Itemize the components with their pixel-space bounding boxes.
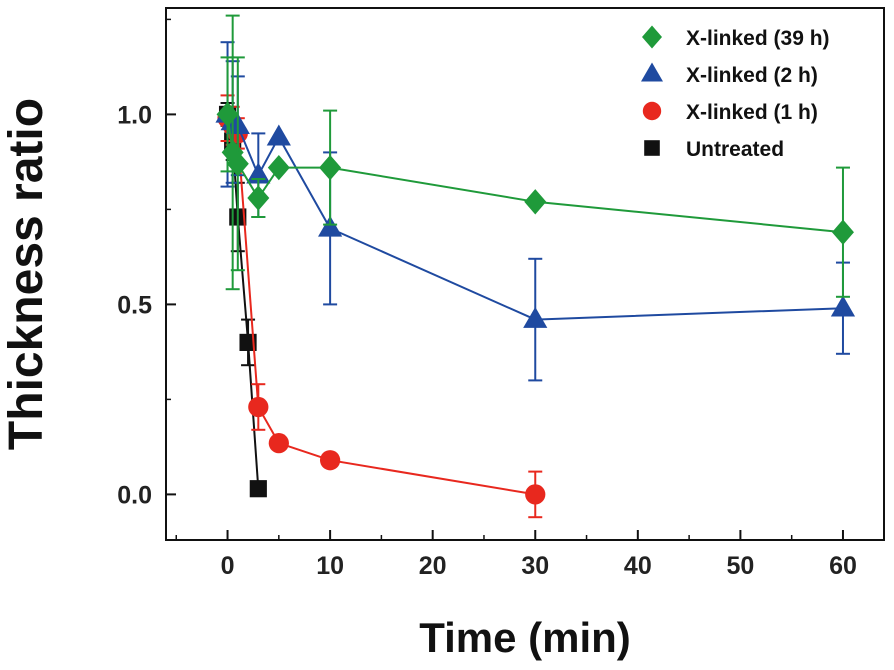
data-point-x-linked-39-h-0 [216, 101, 239, 128]
data-point-x-linked-1-h-6 [525, 484, 546, 505]
legend-item-untreated: Untreated [644, 138, 784, 161]
data-point-x-linked-39-h-4 [267, 154, 290, 181]
series-x-linked-39-h [216, 14, 854, 298]
data-point-x-linked-39-h-5 [319, 154, 342, 181]
y-tick-label-0: 0.0 [117, 481, 152, 509]
legend-label-x-linked-2-h: X-linked (2 h) [686, 64, 818, 87]
series-layer [215, 14, 856, 519]
x-tick-label-20: 20 [419, 552, 447, 580]
data-point-x-linked-39-h-3 [247, 185, 270, 211]
legend-label-x-linked-39-h: X-linked (39 h) [686, 27, 830, 50]
y-tick-label-1: 0.5 [117, 291, 152, 319]
legend-label-untreated: Untreated [686, 138, 784, 161]
data-point-x-linked-2-h-4 [266, 124, 291, 146]
data-point-x-linked-39-h-6 [524, 189, 547, 215]
y-tick-label-2: 1.0 [117, 101, 152, 129]
x-tick-label-30: 30 [521, 552, 549, 580]
legend-item-x-linked-2-h: X-linked (2 h) [641, 62, 818, 87]
data-point-x-linked-39-h-7 [831, 219, 854, 245]
plot-frame [165, 7, 885, 541]
legend-label-x-linked-1-h: X-linked (1 h) [686, 101, 818, 124]
legend-item-x-linked-1-h: X-linked (1 h) [642, 101, 818, 124]
x-tick-label-50: 50 [726, 552, 754, 580]
x-tick-label-0: 0 [221, 552, 235, 580]
data-point-x-linked-2-h-5 [318, 215, 343, 237]
legend-marker-x-linked-2-h [641, 62, 663, 82]
data-point-x-linked-2-h-6 [523, 306, 548, 328]
data-point-x-linked-39-h-2 [226, 151, 249, 177]
x-tick-label-10: 10 [316, 552, 344, 580]
legend-marker-x-linked-1-h [642, 101, 662, 121]
axes: 0 10 20 30 40 50 60 0.0 0.5 1.0 [117, 18, 857, 580]
data-point-x-linked-1-h-4 [268, 432, 289, 454]
data-point-x-linked-1-h-3 [248, 396, 269, 418]
data-point-x-linked-1-h-5 [319, 450, 341, 471]
legend: X-linked (39 h) X-linked (2 h) X-linked (1… [641, 25, 830, 161]
x-axis-title: Time (min) [419, 614, 631, 661]
x-tick-label-40: 40 [624, 552, 652, 580]
legend-item-x-linked-39-h: X-linked (39 h) [642, 25, 830, 50]
y-axis-title: Thickness ratio [0, 98, 53, 450]
legend-marker-x-linked-39-h [642, 25, 662, 49]
series-line-x-linked-39-h [226, 114, 844, 234]
x-tick-label-60: 60 [829, 552, 857, 580]
data-point-x-linked-2-h-7 [830, 295, 856, 317]
data-point-untreated-4 [249, 480, 267, 498]
legend-marker-untreated [644, 140, 660, 156]
